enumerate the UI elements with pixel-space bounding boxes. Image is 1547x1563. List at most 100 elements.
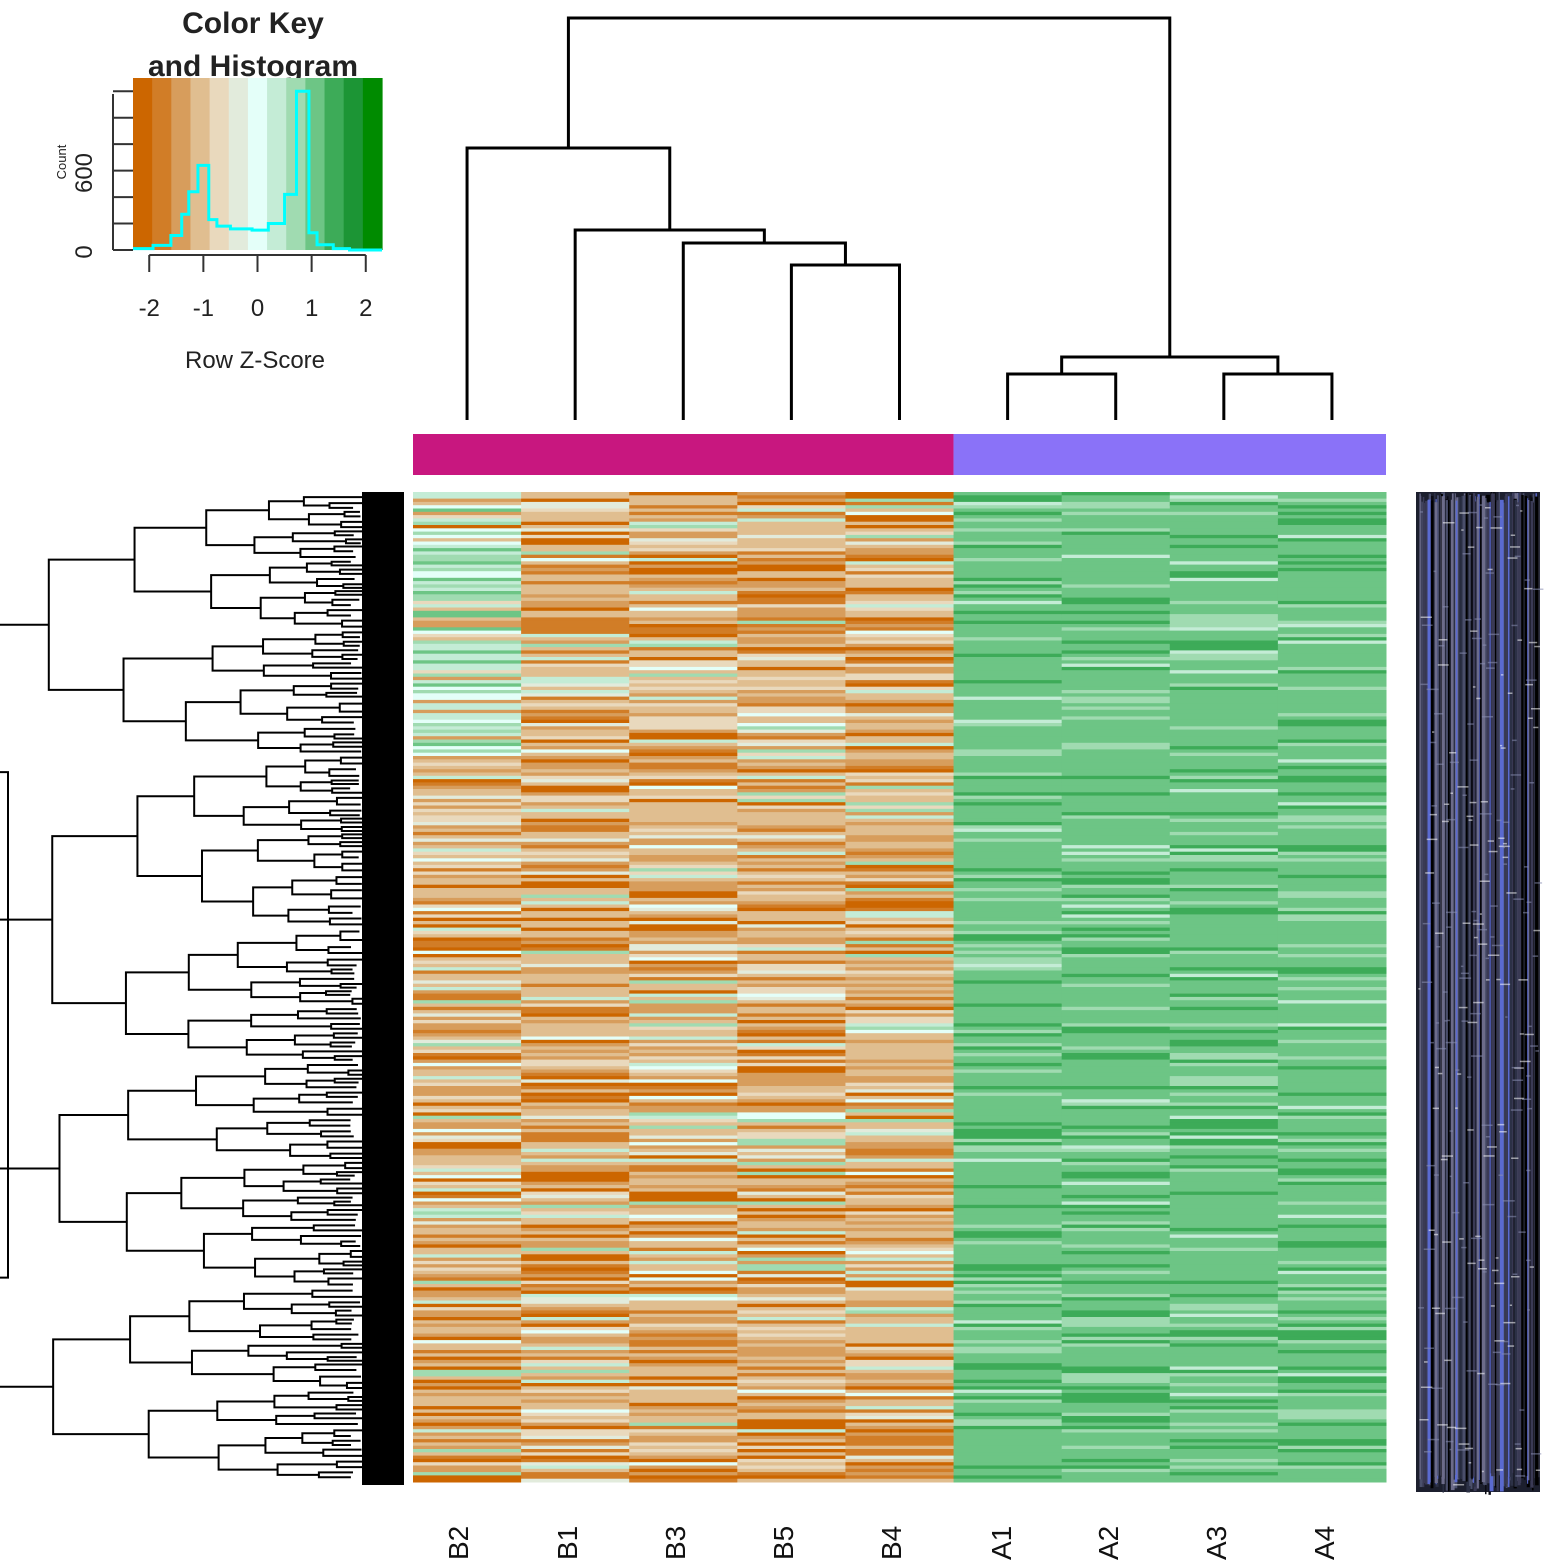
row-dendrogram-branch — [296, 1010, 361, 1020]
heatmap-cell — [413, 1105, 522, 1110]
heatmap-cell — [737, 1132, 846, 1136]
heatmap-cell — [1061, 690, 1171, 694]
heatmap-cell — [1277, 1003, 1387, 1008]
heatmap-cell — [1169, 1264, 1279, 1268]
heatmap-cell — [845, 894, 955, 899]
row-label-glyph — [1488, 1383, 1498, 1385]
row-label-glyph — [1483, 1155, 1495, 1157]
heatmap-cell — [1277, 993, 1387, 998]
heatmap-cell — [1061, 950, 1171, 955]
heatmap-cell — [737, 1396, 846, 1400]
heatmap-cell — [1277, 808, 1387, 813]
heatmap-cell — [521, 1006, 630, 1011]
heatmap-cell — [1169, 1000, 1279, 1004]
heatmap-cell — [1169, 858, 1279, 863]
heatmap-cell — [1169, 970, 1279, 975]
heatmap-cell — [629, 732, 738, 737]
heatmap-cell — [413, 1254, 522, 1259]
row-label-glyph-column — [1448, 499, 1450, 1492]
heatmap-cell — [953, 927, 1063, 932]
heatmap-cell — [413, 501, 522, 506]
heatmap-cell — [953, 1330, 1063, 1334]
row-label-glyph — [1462, 794, 1467, 796]
heatmap-cell — [1061, 795, 1171, 800]
heatmap-cell — [953, 607, 1063, 612]
row-label-glyph-column — [1453, 492, 1455, 1480]
row-label-glyph-column — [1496, 500, 1499, 1492]
heatmap-cell — [413, 1290, 522, 1295]
heatmap-cell — [413, 944, 522, 948]
heatmap-cell — [521, 1056, 630, 1061]
heatmap-cell — [629, 1293, 738, 1298]
heatmap-cell — [737, 937, 846, 942]
heatmap-cell — [1061, 567, 1171, 572]
heatmap-cell — [953, 1468, 1063, 1473]
heatmap-cell — [845, 1099, 955, 1103]
heatmap-cell — [737, 1092, 846, 1097]
heatmap-cell — [1169, 1198, 1279, 1202]
heatmap-cell — [629, 564, 738, 569]
heatmap-cell — [845, 874, 955, 879]
heatmap-cell — [845, 944, 955, 948]
heatmap-cell — [1061, 1280, 1171, 1285]
heatmap-cell — [845, 977, 955, 981]
heatmap-cell — [521, 1475, 630, 1480]
heatmap-cell — [629, 838, 738, 843]
heatmap-cell — [1277, 845, 1387, 849]
heatmap-cell — [1061, 960, 1171, 965]
heatmap-cell — [1169, 657, 1279, 661]
heatmap-cell — [845, 1356, 955, 1361]
heatmap-cell — [1277, 1280, 1387, 1285]
heatmap-cell — [1277, 954, 1387, 958]
heatmap-cell — [737, 825, 846, 830]
heatmap-cell — [737, 1307, 846, 1311]
heatmap-cell — [1169, 930, 1279, 935]
heatmap-cell — [629, 1224, 738, 1229]
heatmap-cell — [521, 1472, 630, 1476]
heatmap-cell — [629, 1402, 738, 1407]
heatmap-cell — [737, 736, 846, 740]
heatmap-cell — [1169, 607, 1279, 612]
heatmap-cell — [629, 673, 738, 678]
row-label-glyph — [1526, 1075, 1531, 1077]
row-label-glyph — [1449, 752, 1457, 754]
row-label-glyph-column — [1422, 496, 1425, 1488]
heatmap-cell — [413, 1396, 522, 1400]
heatmap-cell — [845, 1039, 955, 1044]
heatmap-cell — [1169, 765, 1279, 770]
row-label-glyph — [1469, 801, 1477, 804]
heatmap-cell — [953, 1287, 1063, 1292]
heatmap-cell — [1277, 1145, 1387, 1150]
heatmap-cell — [1277, 1244, 1387, 1249]
heatmap-cell — [1061, 884, 1171, 889]
heatmap-cell — [953, 492, 1063, 496]
heatmap-cell — [1277, 528, 1387, 533]
row-label-glyph — [1500, 744, 1503, 747]
heatmap-cell — [845, 930, 955, 935]
heatmap-cell — [1169, 756, 1279, 760]
heatmap-cell — [1061, 1323, 1171, 1328]
heatmap-cell — [1169, 1234, 1279, 1239]
heatmap-cell — [737, 1003, 846, 1008]
heatmap-cell — [1277, 1366, 1387, 1371]
heatmap-cell — [521, 1313, 630, 1318]
heatmap-cell — [1169, 1128, 1279, 1133]
heatmap-cell — [413, 789, 522, 793]
heatmap-cell — [1061, 723, 1171, 727]
heatmap-cell — [845, 1214, 955, 1219]
row-label-glyph — [1420, 511, 1423, 513]
heatmap-cell — [413, 657, 522, 661]
heatmap-cell — [1061, 1099, 1171, 1103]
heatmap-cell — [629, 1221, 738, 1226]
heatmap-cell — [1277, 1043, 1387, 1047]
heatmap-cell — [521, 554, 630, 559]
heatmap-cell — [413, 1204, 522, 1209]
row-label-glyph — [1512, 1273, 1518, 1275]
heatmap-cell — [953, 1257, 1063, 1262]
heatmap-cell — [845, 1270, 955, 1275]
heatmap-cell — [737, 1475, 846, 1480]
heatmap-cell — [1169, 759, 1279, 764]
heatmap-cell — [1169, 1010, 1279, 1014]
heatmap-cell — [845, 1148, 955, 1153]
heatmap-cell — [953, 749, 1063, 754]
